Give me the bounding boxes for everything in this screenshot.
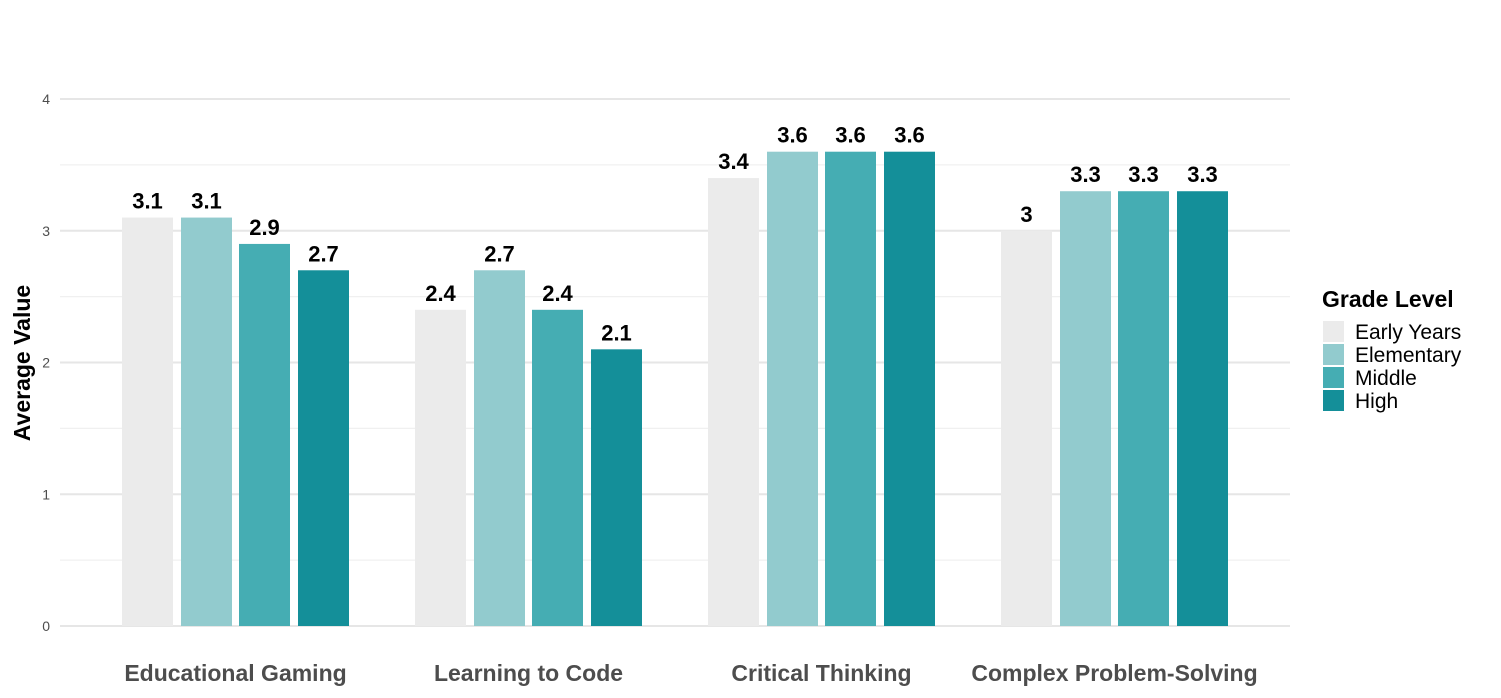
legend-swatch: [1323, 367, 1344, 388]
bar: [1118, 191, 1169, 626]
x-tick-label: Critical Thinking: [731, 660, 911, 686]
legend-swatch: [1323, 321, 1344, 342]
bar: [181, 217, 232, 626]
bar: [825, 151, 876, 626]
legend-swatch: [1323, 390, 1344, 411]
y-tick-label: 1: [42, 486, 50, 502]
data-label: 2.7: [484, 241, 515, 266]
y-tick-label: 4: [42, 91, 50, 107]
y-tick-label: 2: [42, 355, 50, 371]
legend: Grade Level Early YearsElementaryMiddleH…: [1322, 286, 1462, 413]
data-label: 3.6: [835, 123, 866, 148]
x-tick-label: Educational Gaming: [124, 660, 346, 686]
bar: [298, 270, 349, 626]
data-label: 2.7: [308, 241, 339, 266]
y-axis-label: Average Value: [9, 285, 35, 441]
bar: [767, 151, 818, 626]
y-axis-ticks: 0 1 2 3 4: [42, 91, 50, 634]
data-label: 2.1: [601, 320, 632, 345]
data-label: 3.6: [777, 123, 808, 148]
bar: [1001, 230, 1052, 626]
x-tick-label: Complex Problem-Solving: [971, 660, 1257, 686]
data-label: 3.3: [1128, 162, 1159, 187]
bar: [884, 151, 935, 626]
bars: 3.1 3.1 2.9 2.7 2.4 2.7 2.4 2.1 3.4 3.6 3.6 3.6 3 3.3…: [122, 123, 1228, 627]
data-label: 3.6: [894, 123, 925, 148]
bar: [532, 309, 583, 626]
legend-label: Early Years: [1355, 321, 1461, 344]
bar: [1060, 191, 1111, 626]
data-label: 3.3: [1187, 162, 1218, 187]
x-tick-label: Learning to Code: [434, 660, 623, 686]
bar: [591, 349, 642, 626]
legend-label: High: [1355, 390, 1398, 413]
legend-title: Grade Level: [1322, 286, 1454, 312]
data-label: 2.4: [542, 281, 573, 306]
x-axis-ticks: Educational Gaming Learning to Code Critic…: [124, 660, 1257, 686]
bar: [415, 309, 466, 626]
data-label: 3.1: [191, 189, 222, 214]
data-label: 2.9: [249, 215, 280, 240]
bar: [1177, 191, 1228, 626]
bar: [122, 217, 173, 626]
y-tick-label: 3: [42, 223, 50, 239]
data-label: 2.4: [425, 281, 456, 306]
data-label: 3.3: [1070, 162, 1101, 187]
bar: [708, 178, 759, 627]
legend-swatch: [1323, 344, 1344, 365]
data-label: 3: [1020, 202, 1032, 227]
y-tick-label: 0: [42, 618, 50, 634]
data-label: 3.4: [718, 149, 749, 174]
legend-label: Elementary: [1355, 344, 1462, 367]
legend-label: Middle: [1355, 367, 1417, 390]
bar: [474, 270, 525, 626]
bar: [239, 243, 290, 627]
data-label: 3.1: [132, 189, 163, 214]
